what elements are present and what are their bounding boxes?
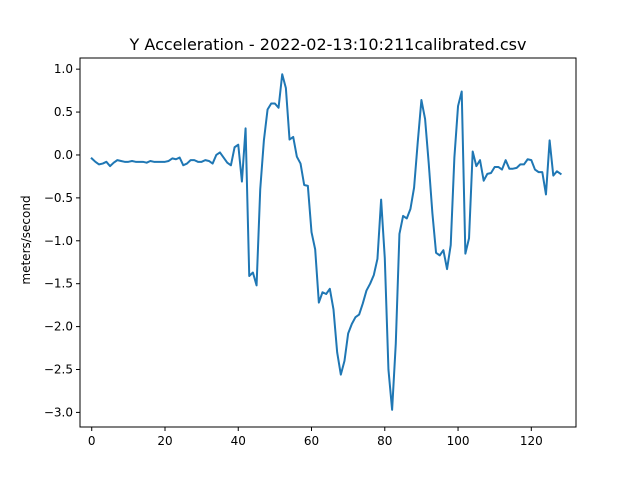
y-tick-label: 1.0 <box>54 62 73 76</box>
x-axis: 0 20 40 60 80 100 120 <box>88 427 543 448</box>
x-tick-label: 0 <box>88 434 96 448</box>
x-tick-label: 60 <box>304 434 319 448</box>
y-tick-label: −2.0 <box>44 320 73 334</box>
y-axis-label: meters/second <box>19 195 33 284</box>
plot-area <box>90 73 563 411</box>
x-tick-label: 100 <box>447 434 470 448</box>
chart-title: Y Acceleration - 2022-02-13:10:211calibr… <box>129 35 527 54</box>
x-tick-label: 20 <box>157 434 172 448</box>
x-tick-label: 120 <box>520 434 543 448</box>
y-tick-label: −1.5 <box>44 277 73 291</box>
y-tick-label: 0.5 <box>54 105 73 119</box>
y-tick-label: −3.0 <box>44 405 73 419</box>
y-tick-label: 0.0 <box>54 148 73 162</box>
x-tick-label: 40 <box>231 434 246 448</box>
x-tick-label: 80 <box>377 434 392 448</box>
plot-frame <box>79 57 577 428</box>
y-axis: 1.0 0.5 0.0 −0.5 −1.0 −1.5 −2.0 −2.5 −3.0 <box>44 62 80 419</box>
y-tick-label: −1.0 <box>44 234 73 248</box>
y-tick-label: −2.5 <box>44 363 73 377</box>
y-tick-label: −0.5 <box>44 191 73 205</box>
series-line-0 <box>90 73 563 411</box>
